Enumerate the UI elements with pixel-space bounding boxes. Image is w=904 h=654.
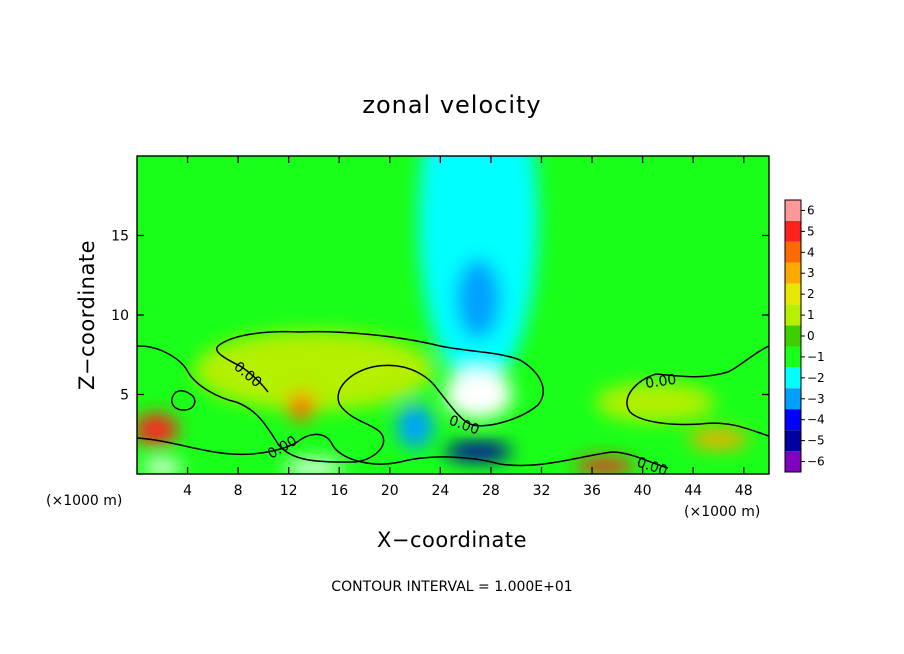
colorbar-label-2: 4	[807, 245, 815, 259]
field-feature-7	[397, 404, 434, 449]
colorbar-swatch-10	[785, 409, 801, 431]
colorbar-label-1: 5	[807, 224, 815, 238]
colorbar-label-8: −2	[807, 371, 825, 385]
y-tick-label-10: 10	[111, 308, 129, 324]
field-feature-9	[574, 458, 635, 474]
x-tick-label-36: 36	[583, 483, 601, 499]
colorbar-swatch-1	[785, 220, 801, 242]
field-feature-13	[595, 382, 716, 423]
colorbar-swatch-4	[785, 283, 801, 305]
field-feature-12	[283, 459, 344, 474]
x-tick-label-32: 32	[533, 483, 551, 499]
x-tick-label-44: 44	[684, 483, 702, 499]
y-axis-label: Z−coordinate	[75, 240, 99, 390]
x-axis-label: X−coordinate	[377, 528, 527, 552]
colorbar-swatch-5	[785, 304, 801, 326]
field-feature-10	[688, 429, 749, 450]
colorbar-label-3: 3	[807, 266, 815, 280]
colorbar-label-4: 2	[807, 287, 815, 301]
field-feature-1	[456, 259, 501, 340]
contour-interval-footnote: CONTOUR INTERVAL = 1.000E+01	[331, 579, 572, 595]
colorbar-swatch-9	[785, 388, 801, 410]
x-tick-label-40: 40	[634, 483, 652, 499]
x-tick-label-8: 8	[234, 483, 243, 499]
field-feature-4	[444, 370, 513, 419]
colorbar-swatch-6	[785, 325, 801, 347]
colorbar-label-6: 0	[807, 329, 815, 343]
zero-contour-lower	[137, 433, 669, 469]
y-tick-label-5: 5	[120, 388, 129, 404]
zero-contour-right	[626, 345, 769, 437]
colorbar-label-9: −3	[807, 392, 825, 406]
colorbar-label-10: −4	[807, 413, 825, 427]
zero-contour-main	[137, 330, 544, 463]
colorbar-swatch-3	[785, 262, 801, 284]
chart-title: zonal velocity	[362, 91, 541, 119]
colorbar-label-0: 6	[807, 203, 815, 217]
colorbar: 6 5 4 3 2 1 0 −1 −2 −3 −4 −5 −6	[784, 199, 825, 473]
field-feature-3	[193, 330, 434, 411]
y-tick-label-15: 15	[111, 229, 129, 245]
x-tick-label-12: 12	[280, 483, 298, 499]
field-feature-5	[137, 413, 178, 446]
zero-contour-loop	[171, 389, 196, 411]
plot-area	[137, 156, 769, 474]
colorbar-swatch-11	[785, 430, 801, 452]
x-tick-label-20: 20	[381, 483, 399, 499]
colorbar-swatch-7	[785, 346, 801, 368]
colorbar-swatch-12	[785, 451, 801, 472]
field-feature-6	[287, 393, 316, 422]
colorbar-swatch-0	[785, 200, 801, 221]
field-feature-8	[444, 441, 513, 462]
y-ticks: 5 10 15	[111, 229, 769, 404]
colorbar-label-5: 1	[807, 308, 815, 322]
colorbar-label-7: −1	[807, 350, 825, 364]
x-tick-label-28: 28	[482, 483, 500, 499]
colorbar-label-12: −6	[807, 455, 825, 469]
velocity-field	[137, 156, 749, 474]
x-tick-label-24: 24	[431, 483, 449, 499]
x-tick-label-16: 16	[330, 483, 348, 499]
colorbar-swatch-2	[785, 241, 801, 263]
x-unit-label-left: (×1000 m)	[46, 493, 122, 509]
colorbar-label-11: −5	[807, 434, 825, 448]
x-tick-label-4: 4	[183, 483, 192, 499]
x-tick-label-48: 48	[735, 483, 753, 499]
x-ticks: 4 8 12 16 20 24 28 32 36 40 44 48	[183, 156, 753, 499]
field-feature-11	[142, 459, 183, 474]
colorbar-swatch-8	[785, 367, 801, 389]
contour-label-4: 0.00	[644, 372, 677, 392]
zero-contours	[137, 330, 769, 469]
x-unit-label-right: (×1000 m)	[684, 504, 760, 520]
